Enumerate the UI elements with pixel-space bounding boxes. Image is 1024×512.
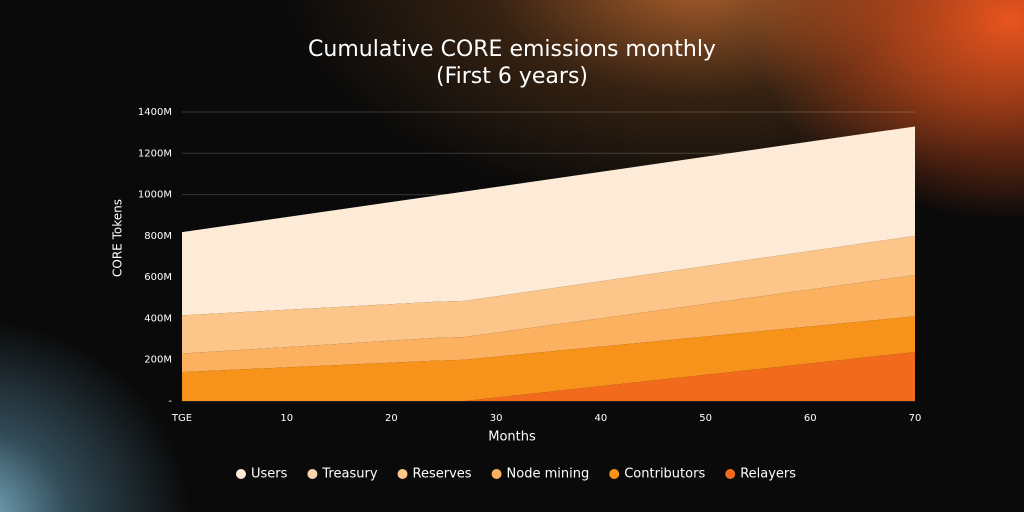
- area: [182, 235, 915, 354]
- legend-marker: [236, 469, 246, 479]
- chart-title: Cumulative CORE emissions monthly: [308, 37, 716, 62]
- legend-label: Relayers: [740, 467, 796, 482]
- x-tick-label: 10: [280, 413, 293, 424]
- x-tick-label: TGE: [171, 413, 192, 424]
- x-axis-label: Months: [488, 430, 536, 445]
- legend-marker: [491, 469, 502, 479]
- y-tick-label: 1400M: [138, 107, 172, 118]
- area: [182, 316, 915, 401]
- legend-label: Treasury: [321, 467, 377, 482]
- y-tick-label: 1000M: [138, 190, 172, 201]
- x-tick-label: 70: [909, 413, 922, 424]
- y-tick-label: 200M: [144, 355, 172, 366]
- y-tick-label: 400M: [144, 313, 172, 324]
- chart-subtitle: (First 6 years): [436, 64, 588, 89]
- y-tick-label: 600M: [144, 272, 172, 283]
- area: [182, 352, 915, 401]
- legend-marker: [307, 469, 318, 479]
- legend: Users Treasury Reserves Node mining Contribu…: [236, 467, 796, 482]
- x-tick-label: 20: [385, 413, 398, 424]
- x-tick-label: 30: [490, 413, 503, 424]
- legend-marker: [725, 469, 736, 479]
- legend-marker: [609, 469, 620, 479]
- ticks: - 200M 400M 600M 800M 1000M 1200M 1400M TGE 10 20 3…: [138, 107, 921, 424]
- y-tick-label: -: [168, 396, 172, 407]
- area: [182, 275, 915, 373]
- x-tick-label: 40: [594, 413, 607, 424]
- area: [182, 126, 915, 316]
- y-tick-label: 800M: [144, 231, 172, 242]
- legend-label: Contributors: [624, 467, 705, 482]
- legend-label: Node mining: [507, 467, 590, 482]
- y-tick-label: 1200M: [138, 148, 172, 159]
- x-tick-label: 50: [699, 413, 712, 424]
- legend-label: Reserves: [413, 467, 472, 482]
- legend-label: Users: [251, 467, 288, 482]
- x-tick-label: 60: [804, 413, 817, 424]
- y-axis-label: CORE Tokens: [111, 199, 125, 277]
- areas: [182, 126, 915, 401]
- legend-marker: [397, 469, 408, 479]
